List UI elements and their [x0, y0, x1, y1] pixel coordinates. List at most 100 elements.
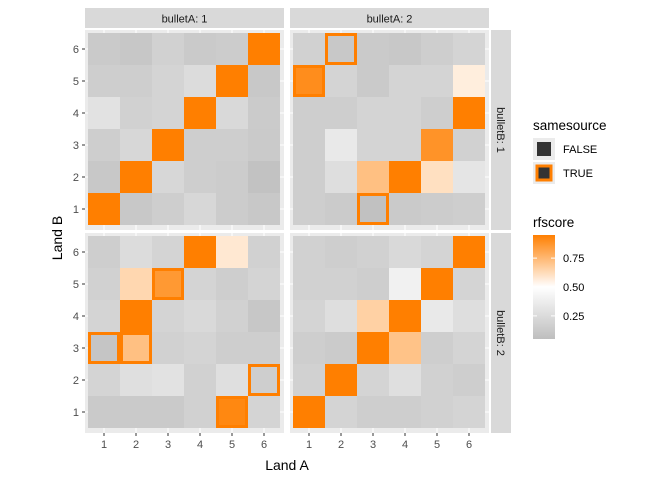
x-tick-label: 5 — [434, 439, 440, 451]
heat-cell-x6-y6 — [453, 33, 485, 65]
x-tick-label: 6 — [466, 439, 472, 451]
samesource-outline-x2-y3 — [120, 332, 152, 364]
heat-cell-x4-y1 — [389, 193, 421, 225]
heat-cell-x1-y4 — [88, 97, 120, 129]
heat-cell-x5-y2 — [421, 161, 453, 193]
heat-cell-x1-y1 — [293, 396, 325, 428]
heat-cell-x2-y2 — [325, 364, 357, 396]
heat-cell-x1-y6 — [293, 33, 325, 65]
x-tick-label: 3 — [165, 439, 171, 451]
heat-cell-x6-y1 — [453, 193, 485, 225]
heat-cell-x2-y5 — [120, 268, 152, 300]
heat-cell-x4-y3 — [389, 129, 421, 161]
heat-cell-x4-y2 — [389, 364, 421, 396]
heat-cell-x3-y6 — [152, 236, 184, 268]
heat-cell-x5-y3 — [421, 129, 453, 161]
heat-cell-x4-y6 — [389, 33, 421, 65]
heat-cell-x5-y6 — [216, 33, 248, 65]
heat-cell-x6-y3 — [453, 332, 485, 364]
samesource-outline-x2-y4 — [120, 300, 152, 332]
heat-cell-x3-y1 — [357, 193, 389, 225]
heat-cell-x1-y3 — [293, 332, 325, 364]
heat-cell-x5-y1 — [421, 396, 453, 428]
heat-cell-x3-y5 — [357, 268, 389, 300]
heat-cell-x3-y5 — [152, 65, 184, 97]
heat-cell-x5-y6 — [421, 236, 453, 268]
heat-cell-x1-y2 — [293, 161, 325, 193]
heat-cell-x1-y4 — [88, 300, 120, 332]
samesource-outline-x5-y5 — [421, 268, 453, 300]
heat-cell-x4-y6 — [184, 236, 216, 268]
heat-cell-x4-y1 — [184, 193, 216, 225]
heat-cell-x4-y5 — [184, 268, 216, 300]
heat-cell-x2-y3 — [120, 332, 152, 364]
y-tick-label: 6 — [73, 247, 79, 259]
facet-strips: bulletA: 1 bulletA: 2 bulletB: 1 bulletB: 2 — [85, 8, 511, 433]
y-tick-label: 1 — [73, 204, 79, 216]
heat-cell-x6-y5 — [248, 65, 280, 97]
x-tick-label: 1 — [101, 439, 107, 451]
heat-cell-x2-y3 — [120, 129, 152, 161]
heat-cell-x1-y5 — [88, 268, 120, 300]
heat-cell-x5-y4 — [421, 97, 453, 129]
heat-cell-x1-y2 — [293, 364, 325, 396]
heat-cell-x5-y6 — [216, 236, 248, 268]
y-tick-label: 4 — [73, 311, 79, 323]
heat-cell-x3-y4 — [152, 300, 184, 332]
heat-cell-x2-y6 — [325, 33, 357, 65]
heat-cell-x2-y1 — [120, 396, 152, 428]
heat-cell-x4-y4 — [389, 300, 421, 332]
heat-cell-x4-y1 — [184, 396, 216, 428]
y-tick-label: 3 — [73, 343, 79, 355]
heat-cell-x3-y2 — [152, 364, 184, 396]
colorbar-break-label: 0.25 — [563, 311, 584, 323]
heat-cell-x5-y3 — [216, 332, 248, 364]
heat-cell-x4-y6 — [389, 236, 421, 268]
heat-cell-x4-y4 — [389, 97, 421, 129]
heat-cell-x5-y5 — [216, 268, 248, 300]
panel-A2-B2 — [290, 233, 489, 433]
heat-cell-x3-y4 — [357, 300, 389, 332]
heat-cell-x4-y5 — [389, 65, 421, 97]
samesource-key-label: TRUE — [563, 168, 593, 180]
heat-cell-x5-y5 — [421, 268, 453, 300]
heat-cell-x1-y1 — [88, 193, 120, 225]
heat-cell-x4-y1 — [389, 396, 421, 428]
heat-cell-x3-y6 — [152, 33, 184, 65]
samesource-outline-x2-y2 — [120, 161, 152, 193]
heat-cell-x1-y6 — [88, 33, 120, 65]
heat-cell-x1-y4 — [293, 300, 325, 332]
heat-cell-x2-y1 — [325, 193, 357, 225]
heat-cell-x3-y3 — [152, 129, 184, 161]
y-tick-label: 2 — [73, 172, 79, 184]
x-tick-label: 1 — [306, 439, 312, 451]
samesource-key-true — [535, 164, 553, 182]
panel-A2-B1 — [290, 30, 489, 230]
heat-cell-x4-y3 — [184, 129, 216, 161]
y-tick-label: 2 — [73, 375, 79, 387]
samesource-outline-x1-y5 — [293, 65, 325, 97]
samesource-outline-x1-y3 — [88, 332, 120, 364]
y-tick-label: 5 — [73, 76, 79, 88]
panels — [85, 30, 489, 433]
facet-strip-top — [290, 8, 489, 28]
panel-A1-B1 — [85, 30, 284, 230]
heat-cell-x2-y6 — [120, 33, 152, 65]
y-tick-label: 5 — [73, 279, 79, 291]
heat-cell-x1-y6 — [293, 236, 325, 268]
heat-cell-x5-y2 — [216, 364, 248, 396]
samesource-key-label: FALSE — [563, 144, 597, 156]
heat-cell-x2-y2 — [120, 161, 152, 193]
heat-cell-x3-y5 — [152, 268, 184, 300]
x-axis-title: Land A — [265, 457, 309, 473]
heat-cell-x6-y1 — [248, 396, 280, 428]
heat-cell-x6-y6 — [248, 236, 280, 268]
samesource-outline-x6-y6 — [453, 236, 485, 268]
rfscore-legend-title: rfscore — [533, 215, 574, 230]
heat-cell-x6-y3 — [453, 129, 485, 161]
heat-cell-x1-y5 — [88, 65, 120, 97]
heat-cell-x3-y3 — [152, 332, 184, 364]
heat-cell-x6-y3 — [248, 129, 280, 161]
heat-cell-x3-y3 — [357, 332, 389, 364]
heat-cell-x5-y5 — [216, 65, 248, 97]
